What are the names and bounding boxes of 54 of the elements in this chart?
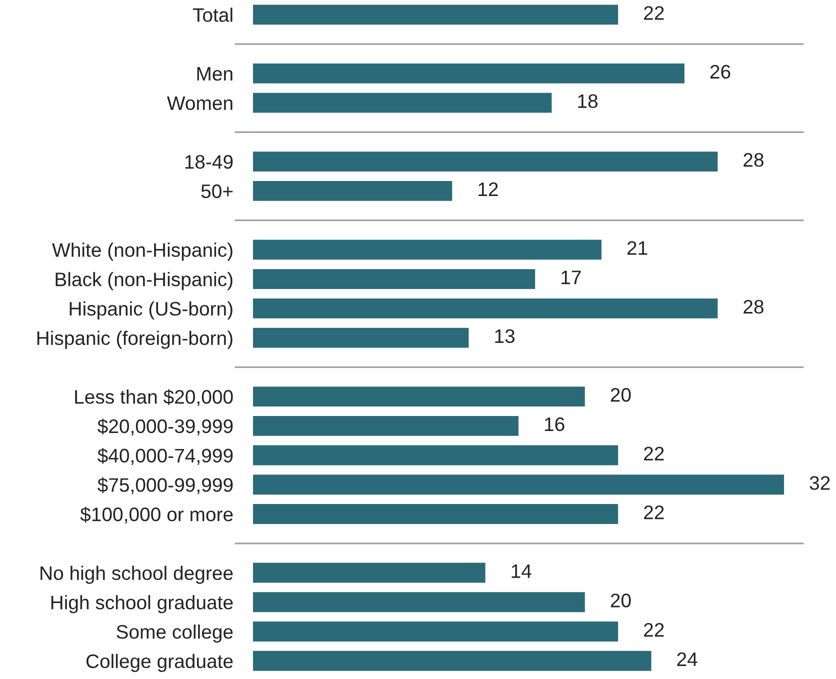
- bar: [253, 474, 784, 495]
- bar: [253, 416, 519, 436]
- data-label: 24: [677, 652, 698, 666]
- data-label: 26: [710, 64, 730, 79]
- bar: [253, 180, 452, 201]
- y-tick-label: Less than $20,000: [75, 389, 233, 406]
- bar: [253, 622, 618, 642]
- y-tick-label: Men: [197, 67, 232, 81]
- y-tick-label: Total: [192, 8, 232, 22]
- y-tick-label: 50+: [201, 184, 233, 198]
- y-tick-label: Some college: [116, 624, 233, 643]
- bar: [253, 240, 602, 260]
- bar: [253, 152, 718, 172]
- bar: [253, 592, 585, 612]
- data-label: 32: [810, 476, 830, 490]
- bar: [253, 328, 469, 348]
- y-tick-label: Black (non-Hispanic): [56, 272, 232, 290]
- data-label: 14: [512, 564, 532, 578]
- bar: [253, 562, 486, 583]
- data-label: 12: [478, 182, 498, 196]
- y-tick-label: High school graduate: [51, 595, 233, 614]
- y-tick-label: Hispanic (US-born): [70, 301, 232, 320]
- data-label: 28: [744, 300, 764, 314]
- y-tick-label: $40,000-74,999: [98, 448, 233, 465]
- data-label: 20: [610, 388, 631, 402]
- data-label: 13: [495, 329, 515, 344]
- bar: [253, 269, 536, 290]
- data-label: 22: [644, 622, 664, 637]
- data-label: 21: [627, 241, 648, 255]
- bar: [253, 504, 618, 524]
- bar: [253, 650, 652, 671]
- bar: [253, 445, 618, 466]
- y-tick-label: $75,000-99,999: [98, 477, 233, 494]
- y-tick-label: $100,000 or more: [80, 506, 233, 524]
- bar: [253, 386, 585, 407]
- data-label: 28: [744, 153, 764, 167]
- y-tick-label: $20,000-39,999: [98, 418, 233, 436]
- data-label: 22: [644, 446, 664, 460]
- bar: [253, 4, 618, 25]
- data-label: 22: [644, 6, 664, 20]
- data-label: 16: [544, 417, 564, 432]
- y-tick-label: No high school degree: [40, 566, 233, 584]
- y-tick-label: Hispanic (foreign-born): [37, 330, 232, 349]
- y-tick-label: White (non-Hispanic): [52, 242, 232, 261]
- data-label: 17: [562, 270, 581, 284]
- y-tick-label: Women: [166, 96, 232, 110]
- bar: [253, 298, 718, 318]
- bar: [253, 92, 552, 113]
- y-tick-label: College graduate: [86, 654, 233, 672]
- data-label: 20: [610, 594, 631, 608]
- bar: [253, 63, 684, 84]
- data-label: 22: [644, 506, 664, 520]
- data-label: 18: [578, 94, 598, 108]
- y-tick-label: 18-49: [185, 155, 233, 169]
